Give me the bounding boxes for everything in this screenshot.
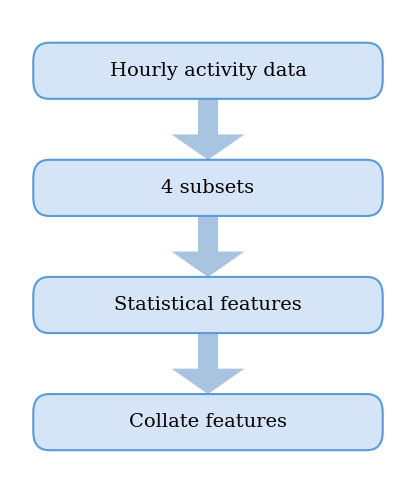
Text: 4 subsets: 4 subsets — [161, 179, 255, 197]
Text: Collate features: Collate features — [129, 413, 287, 431]
FancyArrow shape — [172, 333, 245, 394]
FancyBboxPatch shape — [33, 277, 383, 333]
FancyArrow shape — [172, 99, 245, 160]
FancyArrow shape — [172, 216, 245, 277]
FancyBboxPatch shape — [33, 160, 383, 216]
FancyBboxPatch shape — [33, 42, 383, 99]
Text: Hourly activity data: Hourly activity data — [109, 62, 307, 80]
Text: Statistical features: Statistical features — [114, 296, 302, 314]
FancyBboxPatch shape — [33, 394, 383, 450]
